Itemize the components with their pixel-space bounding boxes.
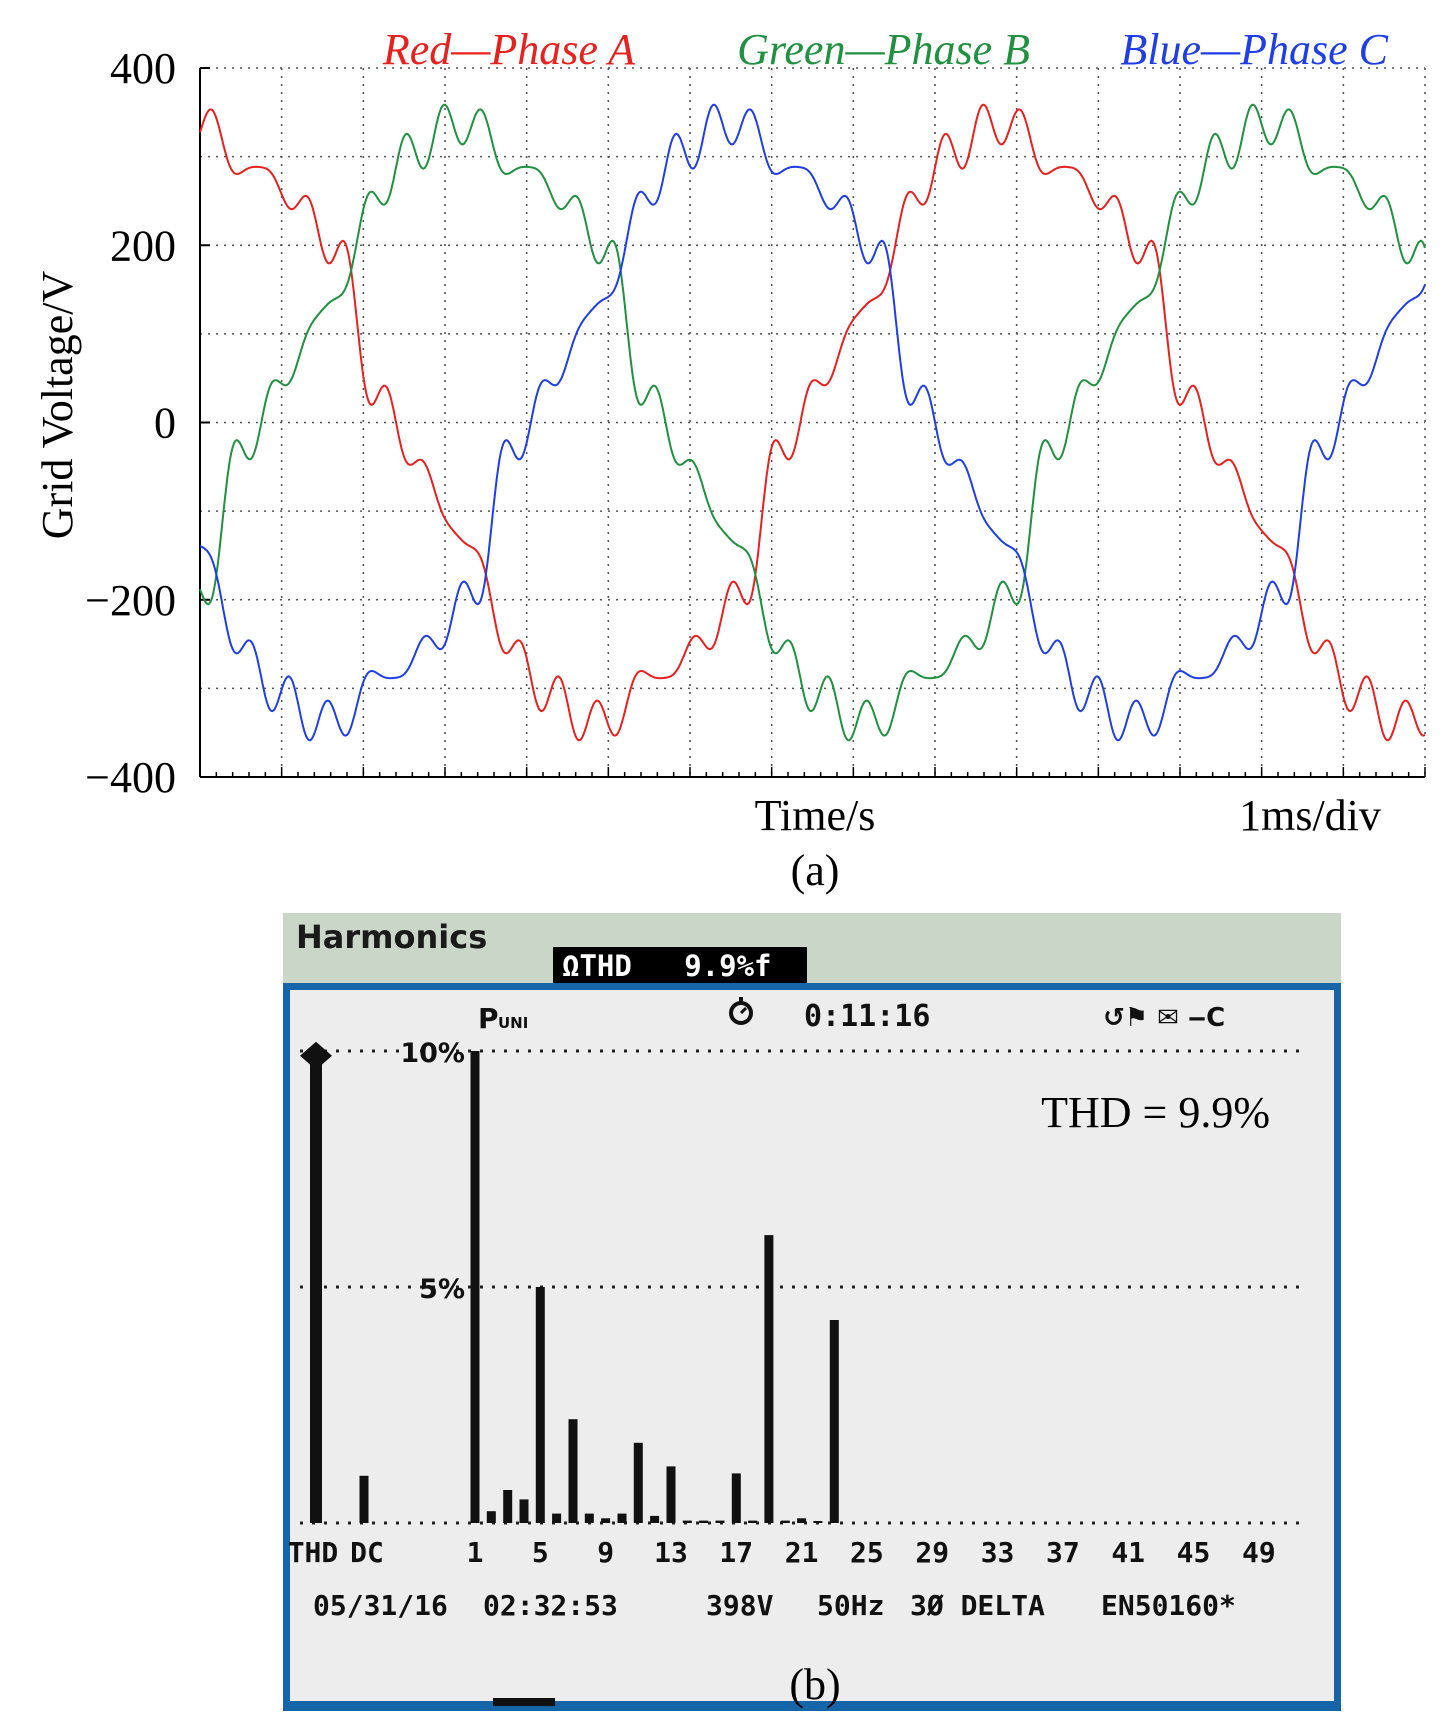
footer-time: 02:32:53 [483, 1589, 618, 1622]
phase-c-line [199, 103, 1426, 742]
header-strip [283, 913, 1341, 993]
phase-a-line [199, 103, 1426, 742]
harmonic-bar [310, 1055, 322, 1523]
waveform-chart: Red—Phase A Green—Phase B Blue—Phase C 4… [33, 25, 1426, 895]
footer-standard: EN50160* [1101, 1589, 1236, 1622]
phase-b-line [199, 103, 1426, 742]
harmonic-bar [486, 1511, 496, 1523]
panel-b-label: (b) [789, 1660, 840, 1709]
harmonic-bar [682, 1520, 692, 1523]
panel-a-label: (a) [791, 846, 840, 895]
harmonics-y-tick-label: 10% [400, 1038, 465, 1069]
time-scale-label: 1ms/div [1239, 791, 1381, 840]
harmonic-bar [503, 1490, 513, 1523]
legend-phase-a: Red—Phase A [382, 25, 636, 74]
harmonic-bar [359, 1475, 369, 1523]
bottom-bar [283, 1701, 1341, 1711]
y-tick-labels: 400 200 0 −200 −400 [85, 44, 176, 802]
plot-axes [199, 67, 1426, 778]
y-tick-label: −400 [85, 753, 176, 802]
legend-phase-c: Blue—Phase C [1120, 25, 1388, 74]
harmonic-bar [633, 1442, 643, 1523]
footer-voltage: 398V [706, 1589, 774, 1622]
y-tick-label: −200 [85, 576, 176, 625]
harmonics-x-tick-label: 49 [1242, 1536, 1276, 1569]
waveform-series [199, 103, 1426, 742]
harmonic-bar [731, 1473, 741, 1523]
harmonic-bar [584, 1513, 594, 1523]
harmonic-bar [568, 1419, 578, 1523]
harmonic-bar [813, 1521, 823, 1523]
harmonic-bar [535, 1287, 545, 1523]
harmonics-x-tick-label: 45 [1177, 1536, 1211, 1569]
harmonics-x-tick-label: 41 [1111, 1536, 1145, 1569]
harmonic-bar [699, 1520, 709, 1523]
harmonic-bar [650, 1515, 660, 1523]
harmonics-x-tick-label: 9 [597, 1536, 614, 1569]
harmonics-x-tick-label: 1 [467, 1536, 484, 1569]
footer-config: 3Ø DELTA [910, 1589, 1045, 1622]
harmonic-bar [797, 1518, 807, 1523]
harmonic-bar [748, 1520, 758, 1523]
thd-cursor-marker [300, 1041, 332, 1070]
harmonic-bar [519, 1499, 529, 1523]
footer-frequency: 50Hz [817, 1589, 884, 1622]
harmonics-x-ticks: THD DC 1 5 9 13 17 21 25 29 33 37 41 45 49 [288, 1536, 1276, 1569]
y-tick-label: 0 [154, 399, 176, 448]
harmonics-screen: Harmonics ΩTHD 9.9%f P UNI 0:11:16 ↺⚑ ✉ … [283, 913, 1341, 1711]
harmonics-bars [300, 1041, 839, 1523]
harmonic-bar [666, 1466, 676, 1523]
harmonics-x-tick-label: 17 [719, 1536, 753, 1569]
y-tick-label: 400 [110, 44, 176, 93]
y-tick-label: 200 [110, 221, 176, 270]
harmonic-bar [552, 1513, 562, 1523]
thd-badge [553, 947, 807, 983]
harmonics-x-tick-label: 25 [850, 1536, 884, 1569]
harmonics-x-tick-label: 5 [532, 1536, 549, 1569]
harmonic-bar [470, 1051, 480, 1523]
harmonics-y-ticks: 10% 5% [400, 1038, 465, 1305]
thd-badge-text: ΩTHD 9.9%f [562, 949, 772, 983]
harmonic-bar [617, 1513, 627, 1523]
harmonic-bar [764, 1235, 774, 1523]
thd-annotation: THD = 9.9% [1041, 1088, 1270, 1137]
harmonic-bar [601, 1518, 611, 1523]
legend-phase-b: Green—Phase B [737, 25, 1030, 74]
panel-a: Red—Phase A Green—Phase B Blue—Phase C 4… [33, 25, 1426, 895]
harmonics-x-tick-label: 33 [981, 1536, 1015, 1569]
harmonics-x-tick-label: DC [350, 1536, 384, 1569]
plot-grid [200, 67, 1426, 777]
harmonic-bar [780, 1520, 790, 1523]
status-mode: P [478, 1002, 499, 1035]
harmonics-x-tick-label: 13 [654, 1536, 688, 1569]
harmonics-x-tick-label: 37 [1046, 1536, 1080, 1569]
x-axis-label: Time/s [755, 791, 876, 840]
softkey-divider [493, 1698, 555, 1706]
y-axis-label: Grid Voltage/V [33, 271, 82, 540]
panel-b: Harmonics ΩTHD 9.9%f P UNI 0:11:16 ↺⚑ ✉ … [0, 905, 1454, 1719]
screen-area [290, 990, 1334, 1701]
harmonic-bar [715, 1520, 725, 1523]
status-mode-sub: UNI [498, 1014, 528, 1032]
harmonics-x-tick-label: 29 [915, 1536, 949, 1569]
status-time: 0:11:16 [804, 999, 930, 1034]
header-title: Harmonics [296, 918, 487, 956]
harmonics-x-tick-label: THD [288, 1536, 339, 1569]
stopwatch-icon [729, 997, 753, 1025]
footer-date: 05/31/16 [313, 1589, 448, 1622]
harmonics-y-tick-label: 5% [419, 1274, 465, 1305]
harmonics-x-tick-label: 21 [785, 1536, 819, 1569]
status-icons: ↺⚑ ✉ ‒C [1103, 1003, 1225, 1033]
harmonic-bar [829, 1320, 839, 1523]
